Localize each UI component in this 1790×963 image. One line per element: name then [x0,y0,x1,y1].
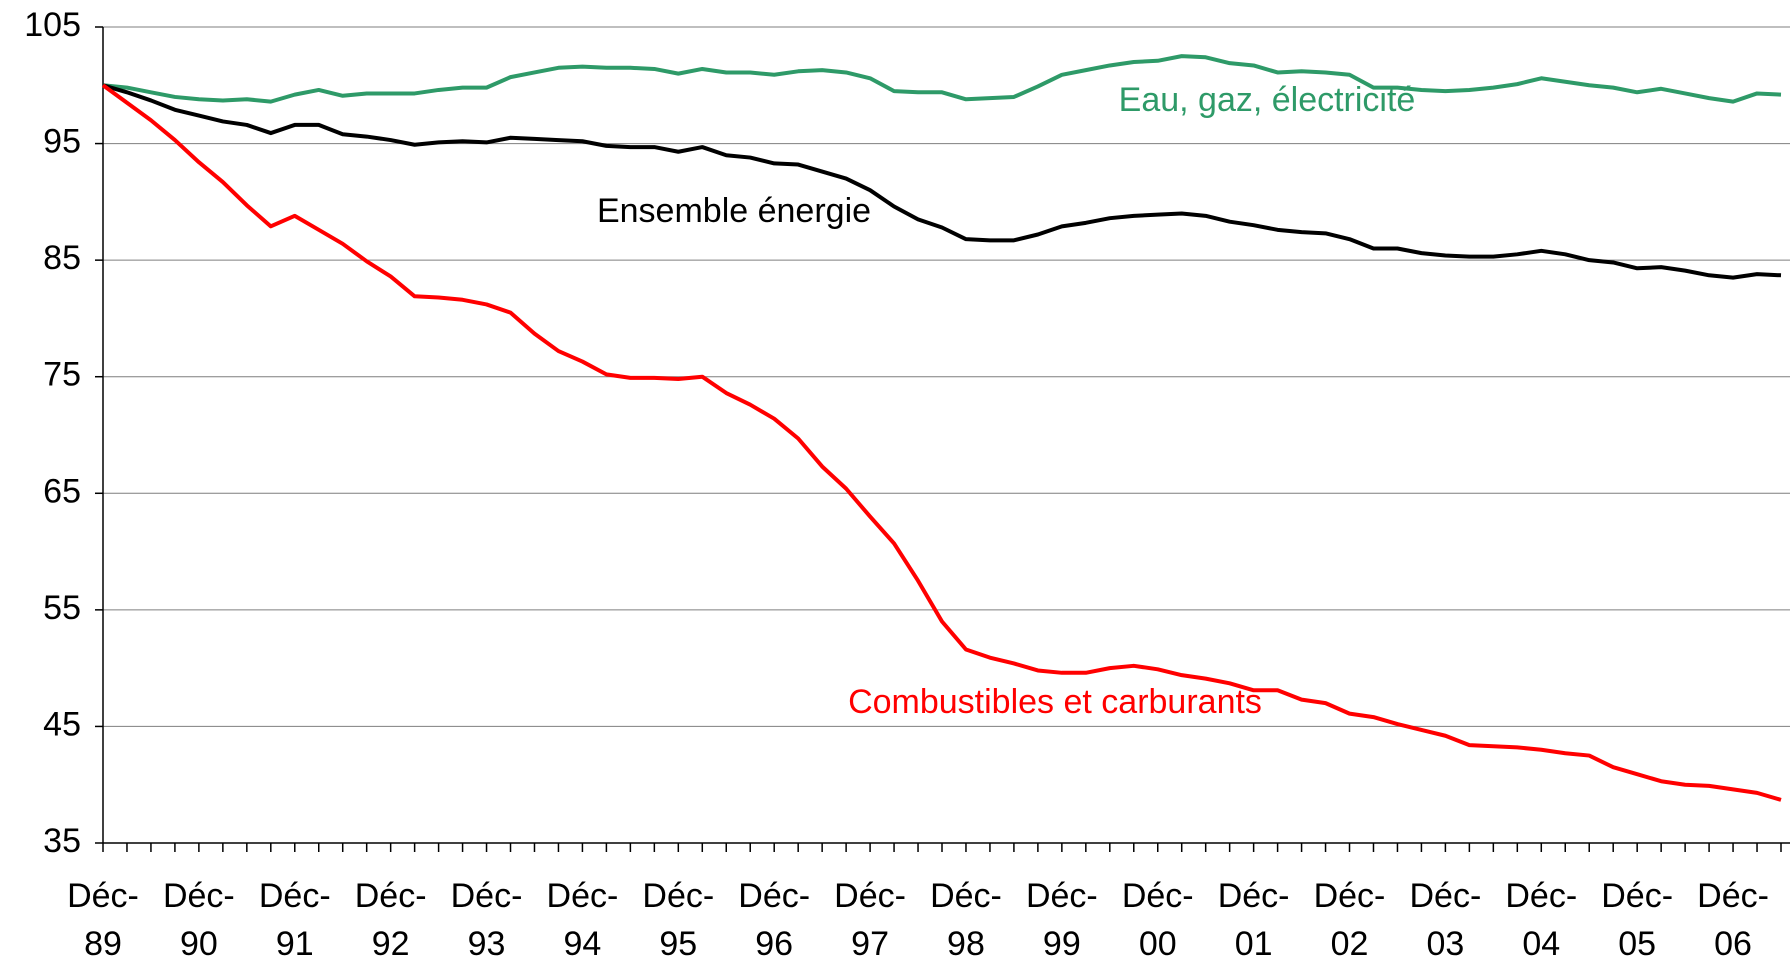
y-tick-label: 105 [24,6,81,44]
x-tick-label: Déc-96 [738,877,811,963]
line-series [101,83,1782,802]
x-tick-label: Déc-06 [1697,877,1769,963]
x-tick-label: Déc-99 [1025,877,1098,963]
x-tick-label: Déc-89 [67,877,139,963]
x-tick-label: Déc-90 [162,877,235,963]
x-tick-label: Déc-02 [1313,877,1386,963]
x-tick-label: Déc-95 [642,877,715,963]
y-tick-label: 65 [43,472,81,510]
x-tick-label: Déc-05 [1601,877,1674,963]
y-tick-label: 85 [43,239,81,277]
x-tick-label: Déc-98 [930,877,1002,963]
x-tick-label: Déc-97 [834,877,906,963]
series-label: Combustibles et carburants [848,683,1262,721]
x-tick-label: Déc-03 [1409,877,1482,963]
y-tick-label: 55 [43,589,81,627]
x-tick-label: Déc-01 [1217,877,1290,963]
x-tick-label: Déc-93 [450,877,523,963]
x-tick-label: Déc-94 [546,877,619,963]
y-tick-label: 75 [43,356,81,394]
x-tick-label: Déc-00 [1121,877,1194,963]
series-label: Ensemble énergie [597,192,871,230]
series-label: Eau, gaz, électricité [1119,81,1416,119]
y-tick-label: 45 [43,705,81,743]
y-tick-label: 95 [43,123,81,161]
x-tick-label: Déc-92 [354,877,427,963]
line-series [102,83,1782,280]
line-series [102,54,1782,104]
x-tick-label: Déc-91 [258,877,331,963]
x-tick-label: Déc-04 [1505,877,1578,963]
y-tick-label: 35 [43,822,81,860]
